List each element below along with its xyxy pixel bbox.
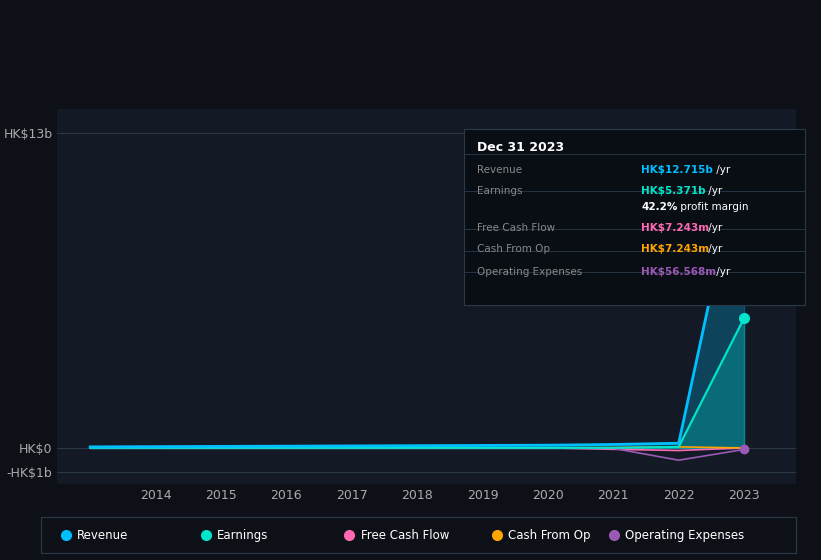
Text: HK$7.243m: HK$7.243m [641,223,709,233]
Text: /yr: /yr [705,244,722,254]
Text: /yr: /yr [705,186,722,196]
Text: /yr: /yr [705,223,722,233]
Text: /yr: /yr [713,267,730,277]
Text: Operating Expenses: Operating Expenses [625,529,744,542]
Text: Earnings: Earnings [217,529,268,542]
Text: Earnings: Earnings [478,186,523,196]
Text: HK$56.568m: HK$56.568m [641,267,716,277]
Text: Operating Expenses: Operating Expenses [478,267,583,277]
Text: HK$12.715b: HK$12.715b [641,165,713,175]
Text: profit margin: profit margin [677,202,748,212]
Text: Revenue: Revenue [478,165,523,175]
Text: 42.2%: 42.2% [641,202,677,212]
Text: Cash From Op: Cash From Op [478,244,551,254]
Text: Cash From Op: Cash From Op [508,529,590,542]
Text: Dec 31 2023: Dec 31 2023 [478,141,565,154]
Text: Free Cash Flow: Free Cash Flow [360,529,449,542]
Text: HK$5.371b: HK$5.371b [641,186,706,196]
Text: Revenue: Revenue [77,529,129,542]
Text: HK$7.243m: HK$7.243m [641,244,709,254]
Text: Free Cash Flow: Free Cash Flow [478,223,556,233]
Text: /yr: /yr [713,165,730,175]
